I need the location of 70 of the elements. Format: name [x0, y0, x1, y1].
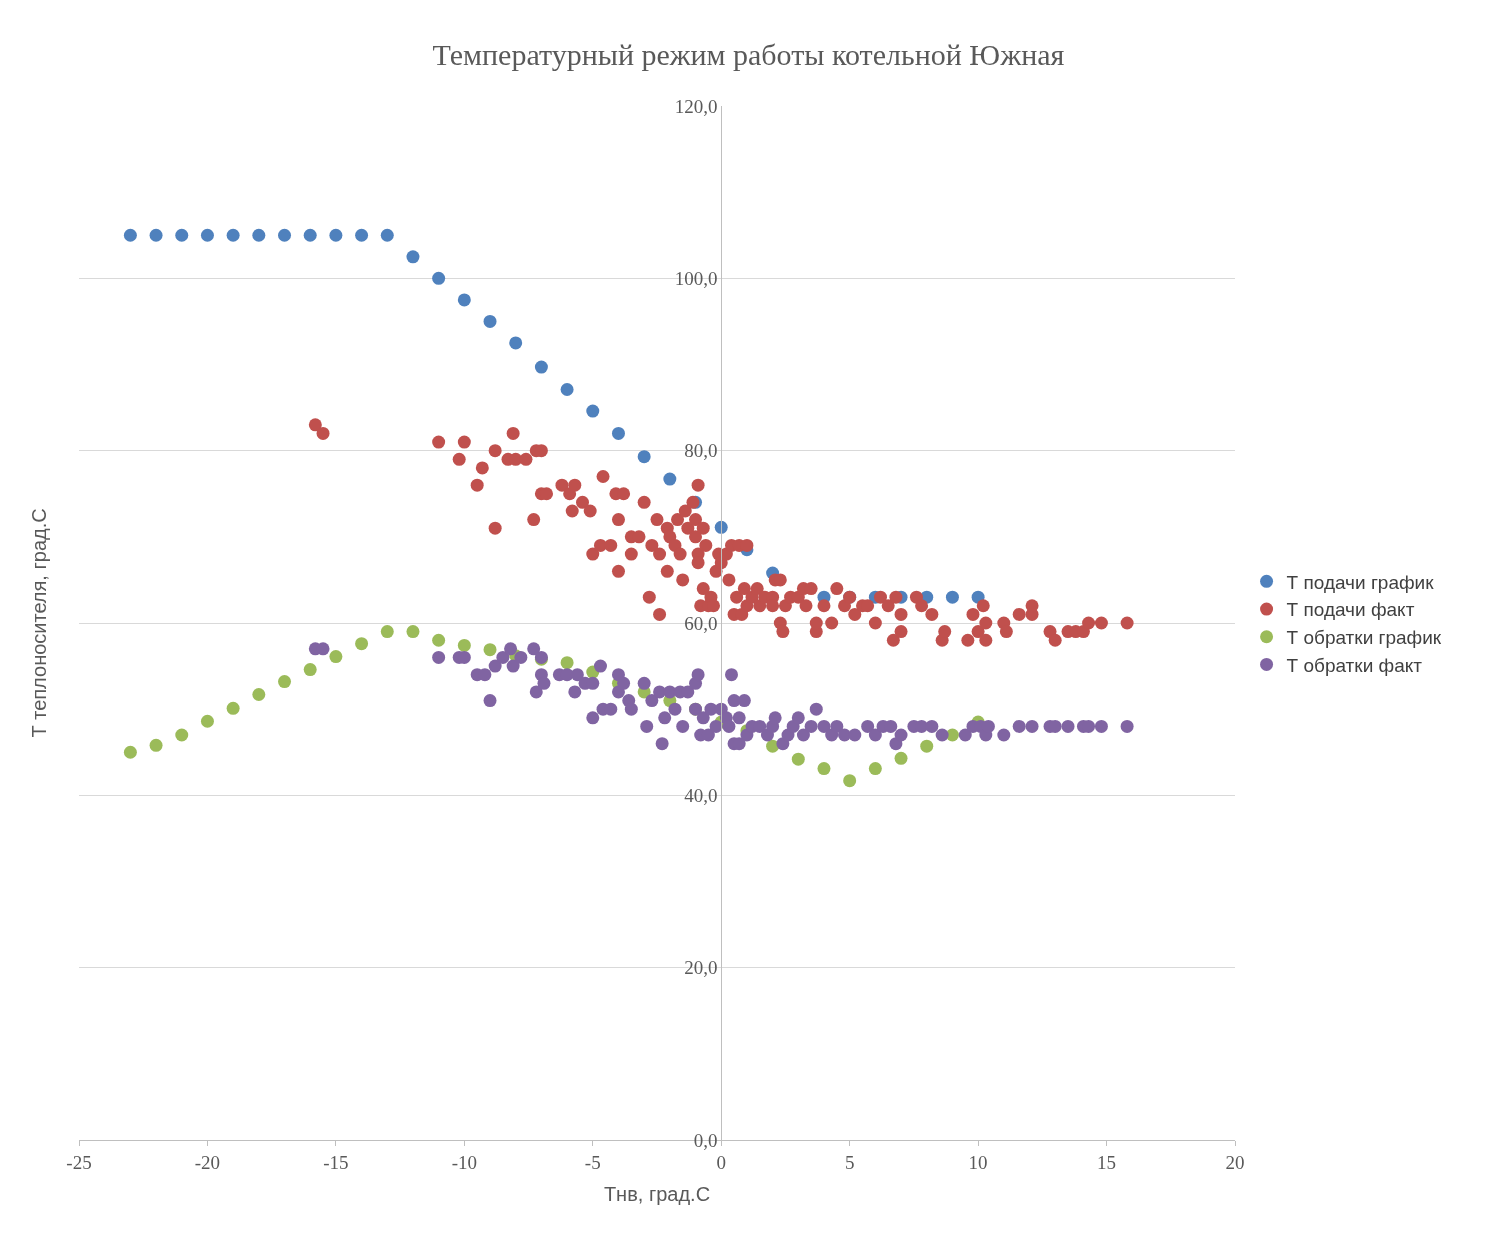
point: [200, 228, 214, 242]
y-tick-label: 20,0: [684, 957, 718, 979]
point: [920, 739, 934, 753]
point: [123, 228, 137, 242]
y-tick-label: 40,0: [684, 784, 718, 806]
point: [200, 714, 214, 728]
y-tick-label: 80,0: [684, 440, 718, 462]
point: [226, 701, 240, 715]
chart-title: Температурный режим работы котельной Южная: [432, 37, 1065, 71]
legend-label: Т обратки факт: [1286, 654, 1423, 676]
point: [843, 774, 857, 788]
point: [432, 633, 446, 647]
point: [355, 228, 369, 242]
legend-label: Т подачи факт: [1286, 599, 1415, 621]
point: [175, 228, 189, 242]
point: [894, 751, 908, 765]
point: [329, 650, 343, 664]
point: [483, 314, 497, 328]
point: [278, 675, 292, 689]
point: [868, 762, 882, 776]
point: [406, 250, 420, 264]
point: [329, 228, 343, 242]
point: [791, 752, 805, 766]
point: [303, 228, 317, 242]
point: [817, 762, 831, 776]
point: [432, 271, 446, 285]
point: [252, 688, 266, 702]
point: [534, 360, 548, 374]
y-tick-label: 0,0: [693, 1129, 718, 1151]
point: [586, 404, 600, 418]
point: [560, 382, 574, 396]
point: [509, 336, 523, 350]
x-tick-label: -25: [66, 1151, 92, 1173]
legend-label: Т обратки график: [1286, 627, 1442, 649]
x-tick-label: -15: [323, 1151, 349, 1173]
point: [457, 638, 471, 652]
x-tick-label: -10: [451, 1151, 477, 1173]
x-tick-label: -20: [194, 1151, 221, 1173]
point: [457, 293, 471, 307]
point: [380, 625, 394, 639]
x-tick-label: 5: [844, 1151, 855, 1173]
x-tick-label: 20: [1225, 1151, 1245, 1173]
y-tick-label: 120,0: [674, 95, 718, 117]
point: [303, 663, 317, 677]
point: [406, 625, 420, 639]
x-tick-label: 0: [716, 1151, 726, 1173]
point: [663, 472, 677, 486]
legend-label: Т подачи график: [1286, 571, 1435, 593]
point: [560, 656, 574, 670]
x-tick-label: 10: [968, 1151, 988, 1173]
point: [252, 228, 266, 242]
point: [123, 745, 137, 759]
point: [766, 739, 780, 753]
point: [149, 738, 163, 752]
point: [637, 450, 651, 464]
point: [355, 637, 369, 651]
point: [175, 728, 189, 742]
point: [945, 590, 959, 604]
point: [226, 228, 240, 242]
point: [483, 643, 497, 657]
x-tick-label: 15: [1097, 1151, 1117, 1173]
point: [149, 228, 163, 242]
y-tick-label: 100,0: [674, 267, 718, 289]
y-axis-title: Т теплоносителя, град.С: [27, 508, 50, 738]
x-axis-title: Тнв, град.С: [603, 1183, 711, 1206]
point: [380, 228, 394, 242]
point: [278, 228, 292, 242]
point: [611, 426, 625, 440]
y-tick-label: 60,0: [684, 612, 718, 634]
x-tick-label: -5: [584, 1151, 601, 1173]
